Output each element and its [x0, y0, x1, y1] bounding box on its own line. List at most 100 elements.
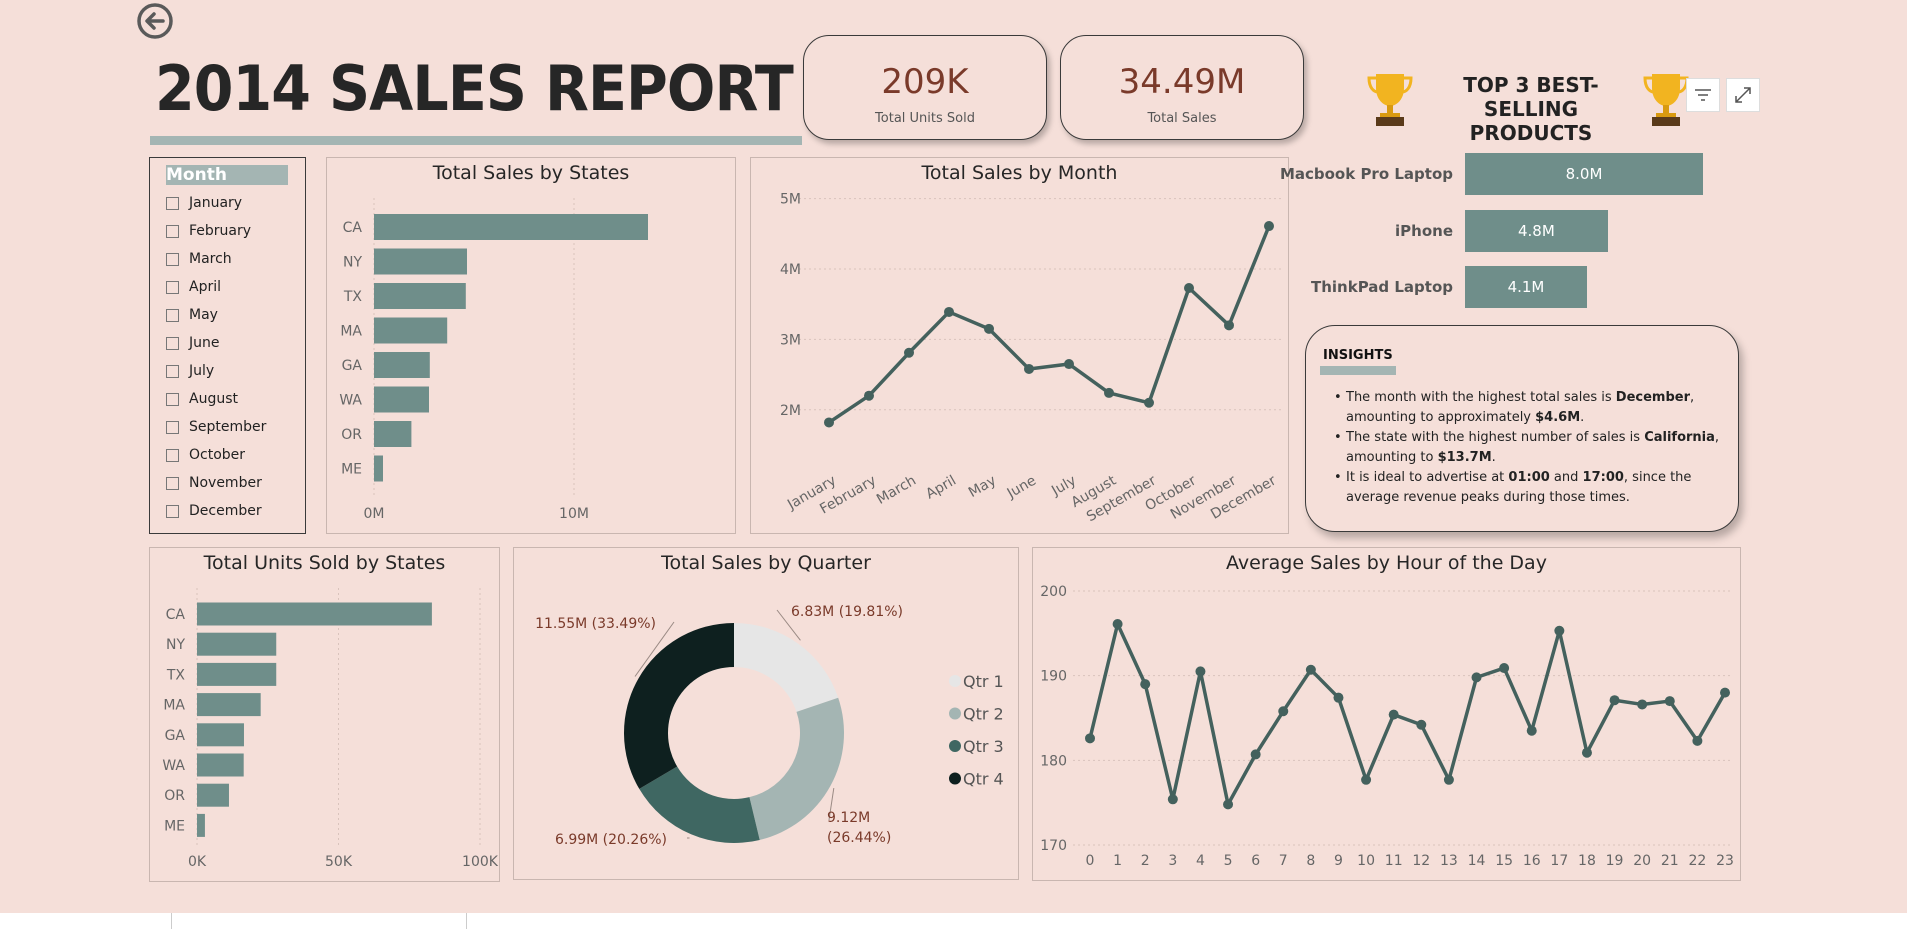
x-tick-label: 16	[1523, 853, 1541, 869]
bar	[374, 455, 383, 482]
bar	[374, 248, 467, 275]
data-point	[1609, 695, 1620, 706]
checkbox[interactable]	[166, 504, 179, 518]
product-bar: 4.1M	[1465, 266, 1587, 308]
data-point	[1361, 774, 1372, 785]
chart-sales-by-hour: Average Sales by Hour of the Day 170 180 1…	[1032, 547, 1741, 881]
title-underline	[150, 136, 802, 145]
y-tick-label: TX	[166, 667, 186, 683]
slicer-item-january[interactable]: January	[166, 192, 242, 214]
bar	[197, 783, 229, 807]
x-tick-label: 0	[1086, 853, 1095, 869]
checkbox[interactable]	[166, 392, 179, 406]
insight-highlight: December	[1615, 390, 1691, 405]
slicer-item-september[interactable]: September	[166, 416, 266, 438]
x-tick-label: 3	[1168, 853, 1177, 869]
x-tick-label: March	[874, 473, 919, 508]
data-point	[1333, 692, 1344, 703]
y-tick-label: 5M	[780, 192, 801, 208]
kpi-value: 34.49M	[1118, 62, 1246, 102]
slicer-item-may[interactable]: May	[166, 304, 218, 326]
chart-title: Total Units Sold by States	[203, 552, 446, 574]
y-tick-label: GA	[342, 358, 363, 374]
x-tick-label: 19	[1606, 853, 1624, 869]
slicer-header: Month	[166, 165, 288, 185]
slicer-item-october[interactable]: October	[166, 444, 245, 466]
kpi-value: 209K	[881, 62, 969, 102]
bar	[197, 632, 277, 656]
legend-marker	[949, 740, 961, 752]
slicer-item-december[interactable]: December	[166, 500, 262, 522]
product-label: Macbook Pro Laptop	[1279, 165, 1453, 183]
legend-label: Qtr 4	[963, 770, 1004, 789]
insight-highlight: California	[1644, 430, 1715, 445]
data-point	[1224, 320, 1234, 331]
x-tick-label: 8	[1306, 853, 1315, 869]
checkbox[interactable]	[166, 336, 179, 350]
checkbox[interactable]	[166, 280, 179, 294]
slicer-item-november[interactable]: November	[166, 472, 262, 494]
donut-slice-qtr-2	[749, 697, 844, 840]
data-point	[824, 417, 834, 428]
insight-highlight: 01:00	[1508, 470, 1550, 485]
data-point	[944, 306, 954, 317]
data-label: 6.83M (19.81%)	[791, 604, 903, 620]
x-tick-label: 0M	[364, 506, 385, 522]
x-tick-label: 20	[1633, 853, 1651, 869]
checkbox[interactable]	[166, 476, 179, 490]
checkbox[interactable]	[166, 364, 179, 378]
slicer-item-april[interactable]: April	[166, 276, 221, 298]
product-bar: 8.0M	[1465, 153, 1703, 195]
slicer-item-june[interactable]: June	[166, 332, 220, 354]
y-tick-label: 190	[1040, 669, 1067, 685]
legend-label: Qtr 3	[963, 737, 1004, 756]
slicer-item-august[interactable]: August	[166, 388, 238, 410]
y-tick-label: WA	[339, 393, 362, 409]
top3-heading-line2: PRODUCTS	[1469, 121, 1593, 145]
filter-button[interactable]	[1686, 78, 1720, 112]
y-tick-label: OR	[164, 788, 185, 804]
insights-underline	[1320, 366, 1396, 375]
y-tick-label: CA	[343, 220, 363, 236]
data-point	[1664, 696, 1675, 707]
chart-title: Average Sales by Hour of the Day	[1226, 552, 1547, 574]
x-tick-label: 21	[1661, 853, 1679, 869]
insight-item: The state with the highest number of sal…	[1334, 428, 1726, 468]
legend-label: Qtr 1	[963, 672, 1004, 691]
slicer-item-label: October	[189, 447, 246, 463]
trophy-icon	[1367, 74, 1413, 126]
chart-sales-by-quarter-plot: 6.83M (19.81%) 9.12M (26.44%) 6.99M (20.26%…	[535, 604, 1004, 848]
bar	[374, 386, 429, 413]
slicer-item-july[interactable]: July	[166, 360, 214, 382]
checkbox[interactable]	[166, 252, 179, 266]
slicer-item-march[interactable]: March	[166, 248, 232, 270]
back-arrow-icon[interactable]	[136, 2, 174, 40]
insight-text: , amounting to	[1346, 430, 1720, 465]
donut-slice-qtr-3	[639, 766, 760, 843]
insight-item: It is ideal to advertise at 01:00 and 17…	[1334, 468, 1726, 508]
bar	[197, 723, 244, 747]
x-tick-label: 100K	[462, 854, 499, 870]
slicer-item-label: January	[189, 195, 243, 211]
data-point	[1416, 719, 1427, 730]
bar	[197, 753, 244, 777]
checkbox[interactable]	[166, 420, 179, 434]
data-point	[864, 390, 874, 401]
data-point	[1195, 666, 1206, 677]
slicer-item-february[interactable]: February	[166, 220, 251, 242]
focus-mode-button[interactable]	[1726, 78, 1760, 112]
checkbox[interactable]	[166, 224, 179, 238]
bar	[197, 662, 277, 686]
data-point	[1112, 619, 1123, 630]
legend-marker	[949, 707, 961, 720]
checkbox[interactable]	[166, 196, 179, 210]
y-tick-label: NY	[166, 637, 185, 653]
top3-heading: TOP 3 BEST-SELLING PRODUCTS	[1420, 73, 1642, 145]
product-label: iPhone	[1395, 221, 1453, 240]
x-tick-label: 22	[1688, 853, 1706, 869]
y-tick-label: ME	[341, 462, 362, 478]
checkbox[interactable]	[166, 448, 179, 462]
checkbox[interactable]	[166, 308, 179, 322]
data-point	[1250, 749, 1261, 760]
